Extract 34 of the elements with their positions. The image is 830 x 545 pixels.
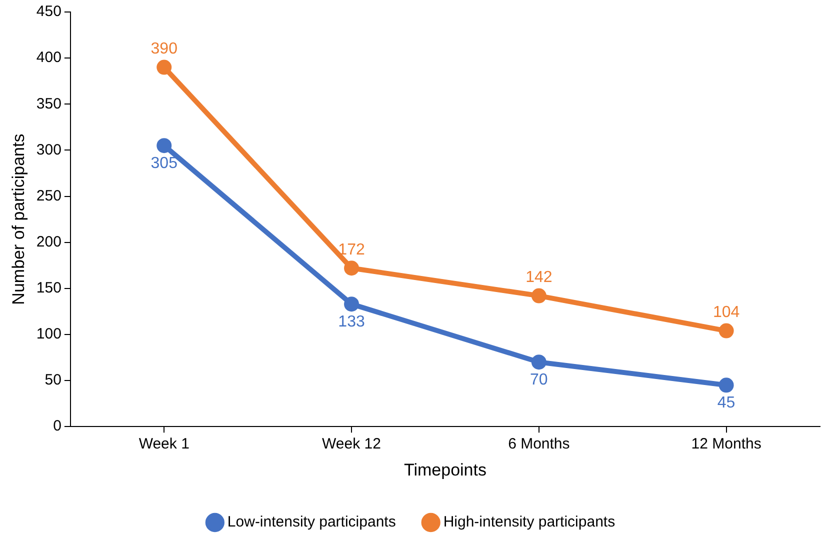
y-tick-label: 50: [44, 372, 62, 389]
point: [531, 354, 546, 370]
y-axis-title: Number of participants: [8, 134, 28, 305]
y-tick-label: 450: [36, 3, 62, 20]
legend-label: High-intensity participants: [443, 514, 616, 531]
data-label: 133: [338, 313, 365, 330]
point: [531, 288, 546, 304]
x-tick-label: Week 1: [138, 436, 190, 453]
point: [344, 296, 360, 312]
x-tick-label: Week 12: [322, 436, 381, 453]
data-label: 104: [712, 304, 740, 322]
data-label: 142: [526, 269, 552, 286]
data-label: 305: [150, 155, 178, 172]
legend-label: Low-intensity participants: [227, 514, 396, 531]
data-label: 172: [338, 242, 365, 259]
y-tick-label: 200: [36, 233, 62, 250]
data-label: 390: [150, 40, 178, 58]
data-label: 70: [530, 372, 548, 389]
y-tick-label: 100: [36, 326, 62, 343]
point: [156, 60, 172, 75]
data-label: 45: [717, 394, 736, 412]
x-tick-label: 6 Months: [508, 436, 570, 453]
y-tick-label: 350: [36, 95, 62, 112]
y-tick-label: 0: [53, 418, 62, 435]
point: [156, 138, 172, 154]
y-tick-label: 300: [36, 141, 62, 158]
y-tick-label: 250: [36, 187, 62, 204]
x-tick-label: 12 Months: [691, 436, 762, 453]
point: [718, 323, 734, 338]
point: [344, 260, 360, 276]
point: [718, 378, 734, 393]
y-tick-label: 150: [36, 280, 62, 297]
x-axis-title: Timepoints: [404, 460, 486, 480]
y-tick-label: 400: [36, 49, 62, 66]
